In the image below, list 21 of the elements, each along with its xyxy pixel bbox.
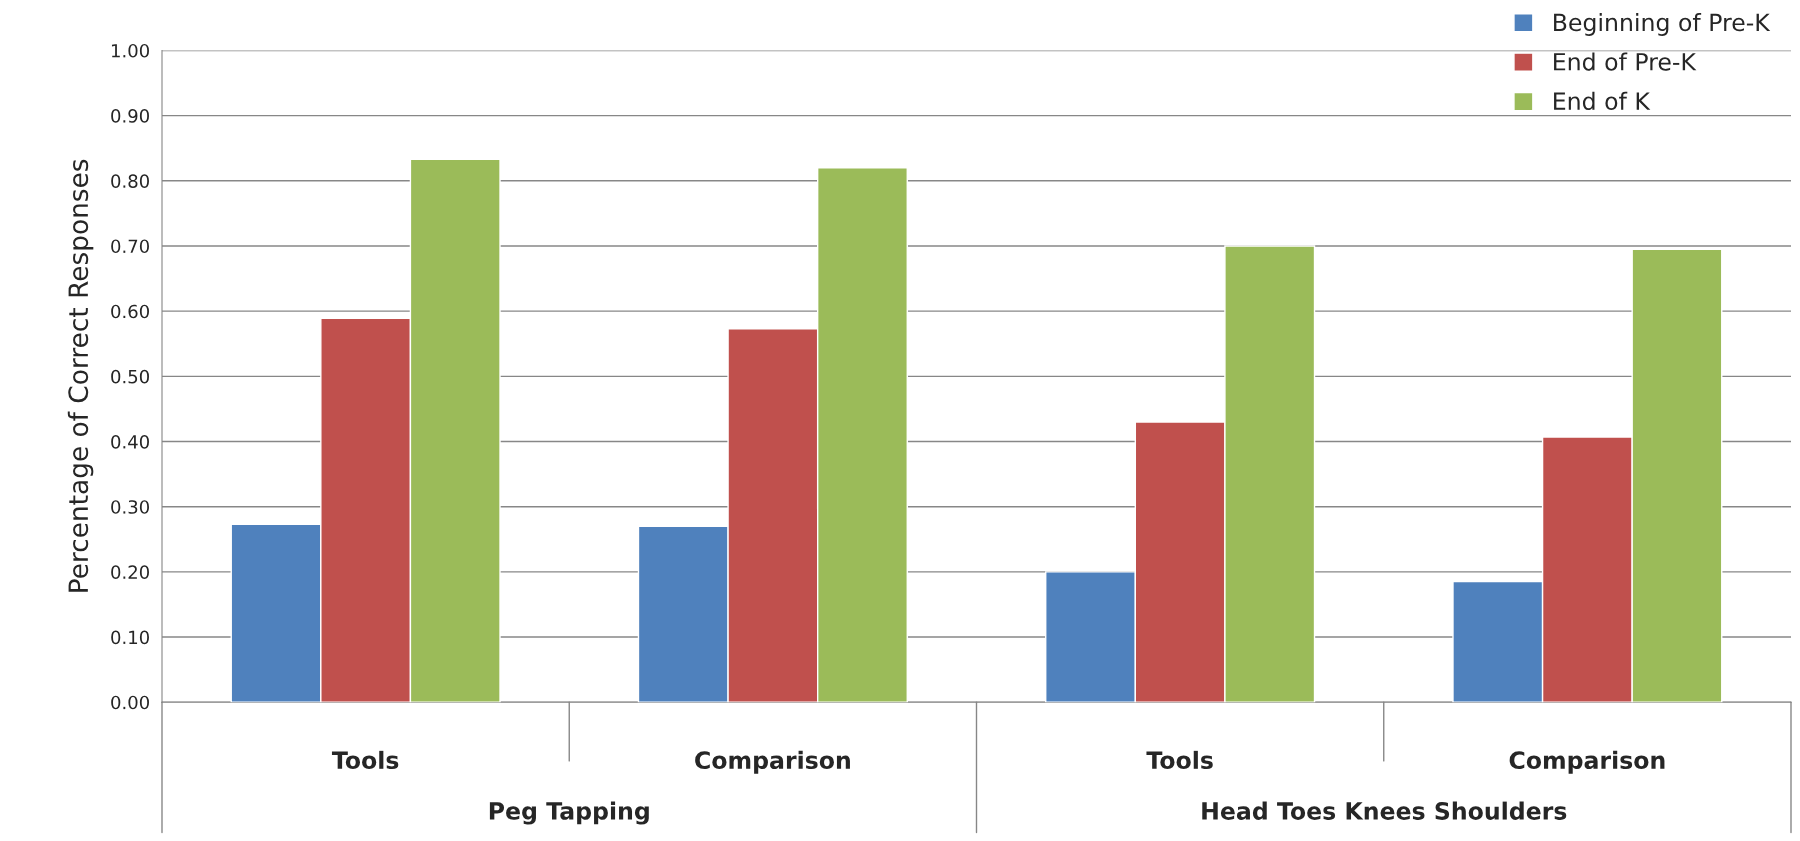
x-tick-label: Comparison <box>695 750 850 774</box>
y-axis-title: Percentage of Correct Responses <box>67 159 94 592</box>
legend-label: End of Pre-K <box>1554 52 1697 71</box>
y-tick-label: 0.80 <box>111 174 149 188</box>
x-tick-label: Comparison <box>1509 750 1665 774</box>
y-tick-label: 0.70 <box>111 239 149 254</box>
y-tick-label: 0.30 <box>111 500 149 514</box>
y-tick-label: 0.90 <box>111 109 149 123</box>
y-tick-label: 0.20 <box>111 565 149 579</box>
legend-label: End of K <box>1554 91 1651 111</box>
y-tick-label: 0.10 <box>111 630 149 645</box>
legend-label: Beginning of Pre-K <box>1554 13 1771 36</box>
y-tick-label: 0.60 <box>111 304 149 319</box>
text: Peg Tapping <box>489 801 649 825</box>
y-tick-label: 1.00 <box>111 43 149 58</box>
text: Head Toes Knees Shoulders <box>1202 801 1567 820</box>
x-tick-label: Tools <box>1146 750 1213 770</box>
y-tick-label: 0.50 <box>111 369 149 384</box>
y-tick-label: 0.40 <box>111 434 149 449</box>
y-tick-label: 0.00 <box>111 695 149 710</box>
x-tick-label: Tools <box>331 750 399 770</box>
